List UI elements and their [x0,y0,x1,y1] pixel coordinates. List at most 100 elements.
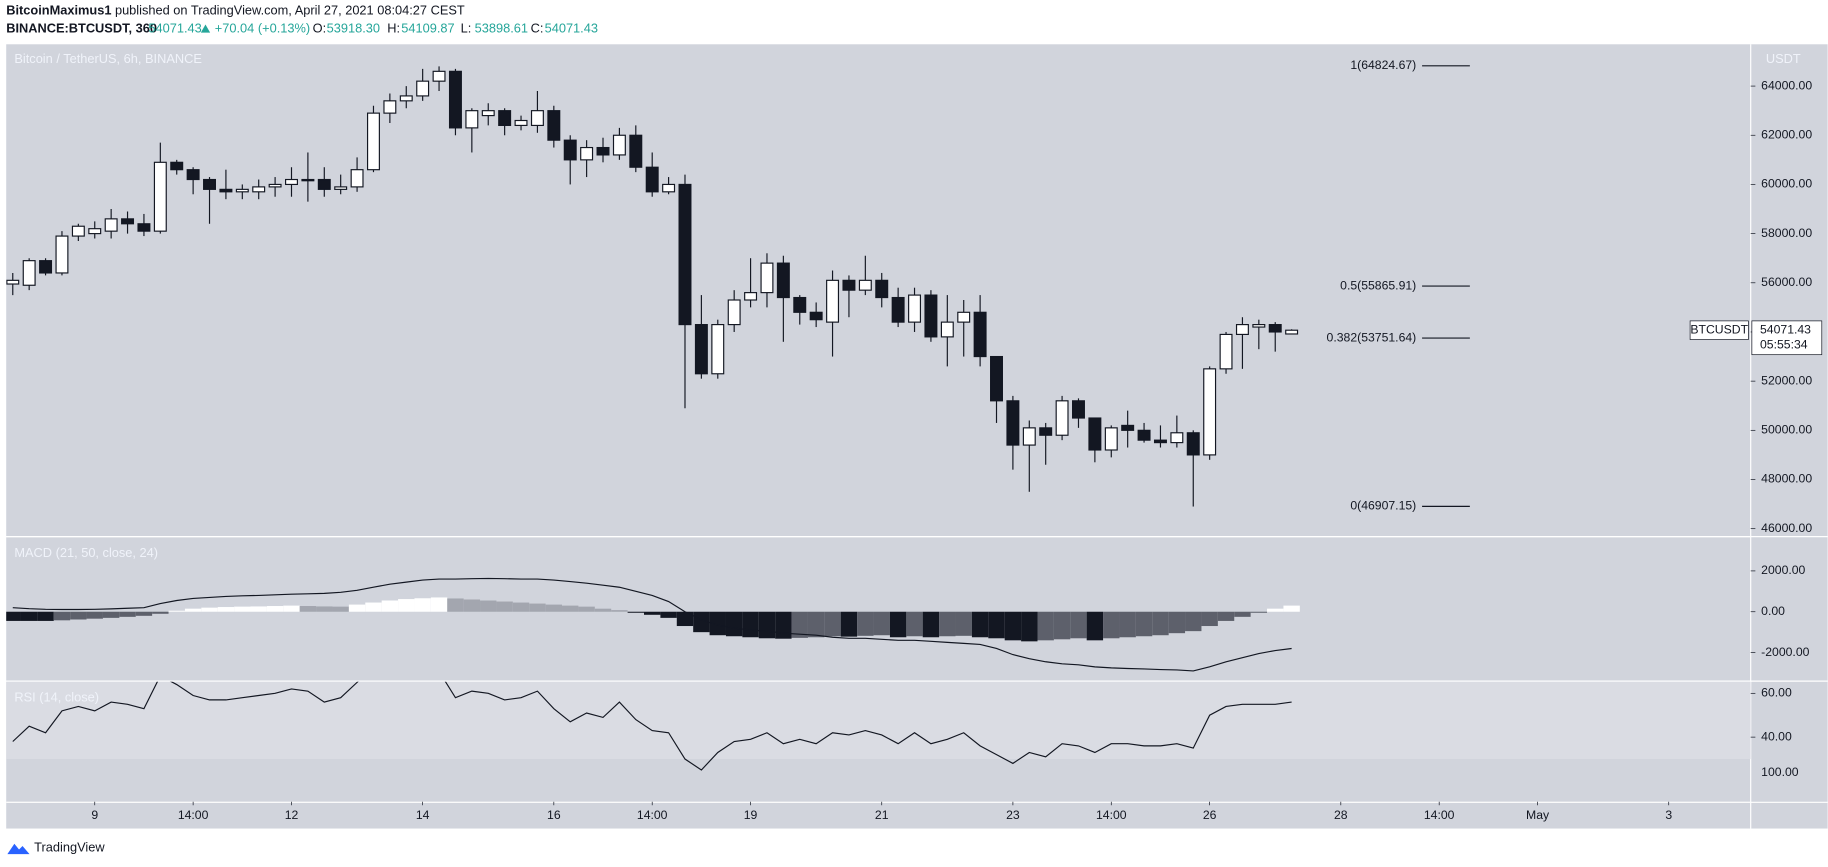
candle-body [104,218,118,232]
histogram-bar [1086,611,1104,641]
x-tick-label: 21 [875,808,889,822]
candle-body [1055,400,1069,436]
candle-body [383,100,397,114]
x-tick-label: 16 [547,808,561,822]
histogram-bar [840,611,858,637]
x-tick-label: 14 [416,808,430,822]
countdown: 05:55:34 [1760,338,1808,352]
header-price: 54071.43 [148,21,201,36]
x-tick-label: 19 [744,808,758,822]
histogram-bar [119,611,136,617]
histogram-bar [1037,611,1054,641]
candle-body [186,169,200,181]
rsi-line [12,681,1292,771]
histogram-bar [824,611,841,637]
histogram-bar [381,600,399,612]
histogram-bar [939,611,956,637]
histogram-bar [283,605,300,612]
histogram-bar [316,606,333,612]
histogram-bar [1168,611,1186,634]
y-tick-label: 58000.00 [1761,226,1812,240]
histogram-bar [545,604,563,612]
histogram-bar [725,611,743,637]
author-line: BitcoinMaximus1 published on TradingView.… [6,3,465,18]
fib-label: 0.382(53751.64) [1327,330,1417,344]
histogram-bar [70,611,87,620]
candle-body [514,119,528,127]
candle-body [612,134,626,156]
candle-body [1088,417,1102,451]
x-tick-label: 9 [91,808,98,822]
ohlc-key: C: [531,21,544,36]
x-tick-label: 12 [285,808,299,822]
candle-body [809,311,823,321]
rsi-band [6,681,1751,760]
candle-body [170,161,184,171]
x-tick-label: 14:00 [1424,808,1455,822]
candle-body [498,110,512,127]
candle-body [399,95,413,102]
histogram-bar [1185,611,1202,632]
candle-body [760,262,774,294]
candle-body [55,235,69,274]
author: BitcoinMaximus1 [6,3,111,18]
histogram-bar [102,611,120,618]
y-tick-label: 60000.00 [1761,177,1812,191]
histogram-bar [627,611,645,613]
histogram-bar [86,611,103,619]
candle-body [1268,324,1282,333]
histogram-bar [184,608,202,612]
x-tick-label: May [1526,808,1550,822]
up-arrow [200,24,211,33]
macd-line [12,577,1292,672]
histogram-bar [348,604,366,612]
candle-body [891,296,905,323]
candle-body [1203,368,1217,456]
candle-body [1186,432,1200,456]
logo-icon [7,843,30,855]
fib-label: 0(46907.15) [1350,499,1416,513]
candle-body [563,139,577,161]
candle-body [71,225,85,237]
last-symbol-box [1689,320,1749,340]
candle-body [875,279,889,299]
published: published on TradingView.com, April 27, … [115,3,465,18]
candle-body [1039,427,1053,436]
y-tick-label: 48000.00 [1761,472,1812,486]
histogram-bar [873,611,890,636]
footer-logo: TradingView [7,840,105,855]
candle-body [285,178,298,186]
ohlc-key: O: [313,21,327,36]
y-tick-label: 62000.00 [1761,127,1812,141]
histogram-bar [889,611,907,638]
histogram-bar [1119,611,1136,638]
candle-body [22,260,36,286]
candle-body [6,279,20,285]
candle-body [88,228,102,235]
candle-body [908,294,922,323]
candle-body [268,183,282,188]
y-tick-label: 52000.00 [1761,373,1812,387]
histogram-bar [299,606,317,612]
header-change: +70.04 (+0.13%) [215,21,310,36]
rsi-title: RSI (14, close) [14,689,99,704]
candle-body [153,161,167,232]
candle-body [957,311,971,323]
histogram-bar [332,606,349,612]
ohlc-key: L: [461,21,472,36]
candle-body [547,110,561,141]
main-title: Bitcoin / TetherUS, 6h, BINANCE [14,51,202,66]
candle-body [826,279,840,323]
histogram-bar [480,600,497,612]
histogram-bar [1004,611,1022,641]
candle-body [1252,324,1266,328]
fib-label: 0.5(55865.91) [1340,278,1416,292]
candle-body [858,279,872,291]
rsi [6,681,1751,771]
histogram-bar [971,611,989,638]
candle-body [301,178,315,182]
candle-body [793,296,807,313]
ohlc-value: 53898.61 [475,21,528,36]
symbol: BINANCE:BTCUSDT, 360 [6,21,157,36]
candle-body [1071,400,1085,419]
